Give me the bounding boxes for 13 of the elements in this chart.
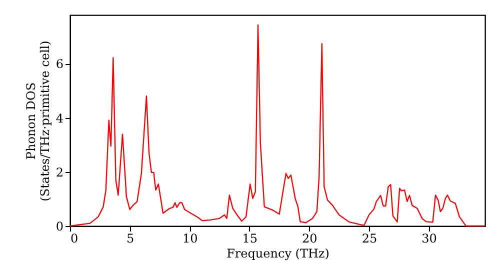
y-axis-title: Phonon DOS (States/THz·primitive cell) (24, 40, 52, 202)
x-tick-label: 30 (422, 232, 437, 246)
x-tick-label: 5 (126, 232, 134, 246)
x-tick-label: 10 (182, 232, 198, 246)
x-axis-title: Frequency (THz) (226, 246, 330, 260)
y-tick-label: 2 (56, 165, 64, 180)
x-tick-label: 15 (242, 232, 258, 246)
y-tick-label: 6 (56, 57, 64, 72)
y-tick-label: 0 (56, 220, 64, 234)
x-tick-label: 25 (362, 232, 378, 246)
y-tick-label: 4 (56, 111, 64, 126)
x-tick-label: 0 (70, 232, 78, 246)
x-tick-label: 20 (302, 232, 318, 246)
